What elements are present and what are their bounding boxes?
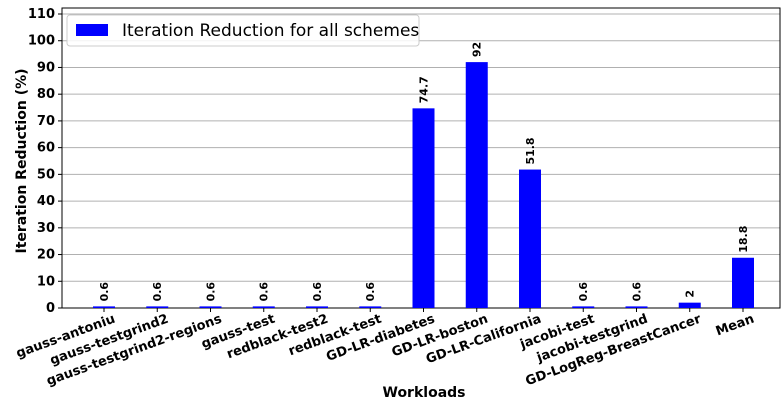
data-label: 0.6 — [631, 282, 644, 302]
y-tick-label: 30 — [37, 221, 55, 236]
y-tick-label: 0 — [46, 301, 55, 316]
data-label: 0.6 — [311, 282, 324, 302]
data-label: 92 — [471, 42, 484, 57]
y-tick-label: 50 — [37, 167, 55, 182]
y-tick-label: 40 — [37, 194, 55, 209]
y-tick-label: 90 — [37, 60, 55, 75]
y-tick-label: 70 — [37, 114, 55, 129]
bar — [146, 306, 169, 308]
data-label: 0.6 — [151, 282, 164, 302]
bar — [306, 306, 328, 308]
bar — [572, 306, 595, 308]
data-label: 18.8 — [737, 226, 750, 253]
bar — [625, 306, 648, 308]
bar — [199, 306, 222, 308]
data-label: 0.6 — [364, 282, 377, 302]
bar — [519, 169, 541, 308]
bar — [465, 62, 488, 308]
bar — [678, 302, 701, 308]
y-tick-label: 110 — [28, 7, 55, 22]
y-tick-label: 10 — [37, 274, 55, 289]
bar — [359, 306, 382, 308]
y-tick-label: 60 — [37, 141, 55, 156]
y-tick-label: 80 — [37, 87, 55, 102]
data-label: 51.8 — [524, 137, 537, 164]
bar — [412, 108, 435, 308]
bar — [252, 306, 275, 308]
data-label: 2 — [684, 290, 697, 298]
y-tick-label: 100 — [28, 34, 55, 49]
y-tick-label: 20 — [37, 248, 55, 263]
legend-frame — [66, 14, 420, 47]
legend-swatch — [76, 24, 108, 36]
y-axis-label: Iteration Reduction (%) — [14, 68, 30, 253]
bar — [93, 306, 115, 308]
data-label: 0.6 — [98, 282, 111, 302]
data-label: 74.7 — [418, 76, 431, 103]
bar — [732, 257, 754, 308]
data-label: 0.6 — [577, 282, 590, 302]
x-tick-label: Mean — [714, 312, 757, 340]
x-axis-label: Workloads — [383, 385, 466, 401]
legend-label: Iteration Reduction for all schemes — [122, 21, 419, 41]
data-label: 0.6 — [258, 282, 271, 302]
data-label: 0.6 — [205, 282, 218, 302]
